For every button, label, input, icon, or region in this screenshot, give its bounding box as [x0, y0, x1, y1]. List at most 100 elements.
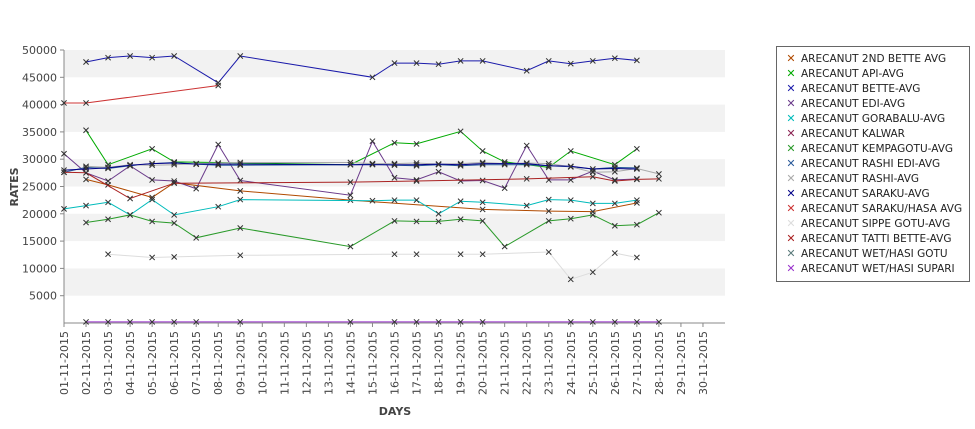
y-tick-label: 10000 — [22, 262, 57, 275]
data-point — [611, 222, 618, 229]
legend-marker-icon: ✕ — [786, 127, 796, 140]
line-chart: 5000 10000 15000 20000 25000 30000 35000 40000 4… — [8, 44, 725, 418]
series-10 — [61, 82, 222, 106]
data-point — [457, 318, 464, 325]
data-point — [545, 217, 552, 224]
data-point — [369, 161, 376, 168]
data-point — [633, 199, 640, 206]
data-point — [435, 161, 442, 168]
data-point — [435, 218, 442, 225]
x-tick-label: 25-11-2015 — [587, 331, 600, 395]
data-point — [61, 169, 67, 176]
x-tick-label: 14-11-2015 — [344, 331, 357, 395]
data-point — [413, 140, 420, 147]
data-point — [149, 160, 156, 167]
data-point — [83, 169, 89, 176]
x-tick-label: 15-11-2015 — [366, 331, 379, 395]
data-point — [501, 185, 508, 192]
series-line — [64, 85, 219, 104]
data-point — [193, 234, 200, 241]
legend-label: ARECANUT TATTI BETTE-AVG — [801, 232, 952, 245]
data-point — [457, 128, 464, 135]
data-point — [567, 318, 574, 325]
data-point — [611, 250, 618, 257]
legend-label: ARECANUT EDI-AVG — [801, 97, 906, 110]
data-point — [479, 199, 486, 206]
data-point — [83, 176, 89, 183]
legend-label: ARECANUT BETTE-AVG — [801, 82, 921, 95]
data-point — [369, 74, 376, 81]
x-axis-label: DAYS — [379, 405, 412, 418]
data-point — [61, 205, 67, 212]
data-point — [457, 216, 464, 223]
data-point — [633, 176, 640, 183]
data-point — [237, 187, 244, 194]
data-point — [237, 162, 244, 169]
series-line — [85, 178, 637, 213]
x-tick-label: 24-11-2015 — [565, 331, 578, 395]
legend-item: ✕ ARECANUT SARAKU/HASA AVG — [781, 201, 965, 216]
legend-label: ARECANUT SARAKU-AVG — [801, 187, 930, 200]
x-tick-label: 22-11-2015 — [521, 331, 534, 395]
x-tick-label: 10-11-2015 — [256, 331, 269, 395]
grid-band — [64, 213, 725, 242]
data-point — [391, 197, 398, 204]
y-tick-label: 45000 — [22, 71, 57, 84]
legend-item: ✕ ARECANUT API-AVG — [781, 66, 965, 81]
data-point — [105, 164, 112, 171]
series-line — [63, 198, 637, 216]
x-tick-label: 23-11-2015 — [543, 331, 556, 395]
data-point — [589, 168, 596, 175]
data-point — [633, 197, 640, 204]
legend-marker-icon: ✕ — [786, 202, 796, 215]
data-point — [391, 174, 398, 181]
data-point — [567, 148, 574, 154]
y-tick-label: 15000 — [22, 235, 57, 248]
x-tick-label: 08-11-2015 — [212, 331, 225, 395]
y-tick-label: 30000 — [22, 153, 57, 166]
data-point — [633, 57, 640, 64]
data-point — [567, 176, 574, 183]
data-point — [567, 215, 574, 222]
data-point — [149, 176, 156, 183]
data-point — [435, 168, 442, 175]
data-point — [479, 177, 486, 184]
data-point — [413, 251, 420, 258]
legend-marker-icon: ✕ — [786, 187, 796, 200]
data-point — [237, 225, 244, 231]
legend-label: ARECANUT API-AVG — [801, 67, 904, 80]
data-point — [589, 211, 596, 218]
x-tick-label: 12-11-2015 — [300, 331, 313, 395]
data-point — [215, 203, 222, 210]
legend-marker-icon: ✕ — [786, 157, 796, 170]
data-point — [523, 202, 530, 209]
data-point — [545, 57, 552, 64]
data-point — [655, 209, 662, 216]
legend-marker-icon: ✕ — [786, 142, 796, 155]
y-tick-label: 20000 — [22, 208, 57, 221]
data-point — [633, 254, 640, 261]
y-tick-label: 40000 — [22, 99, 57, 112]
data-point — [347, 179, 354, 186]
series-6 — [83, 209, 662, 250]
data-point — [215, 79, 222, 86]
legend-item: ✕ ARECANUT SARAKU-AVG — [781, 186, 965, 201]
legend-label: ARECANUT 2ND BETTE AVG — [801, 52, 947, 65]
legend-item: ✕ ARECANUT 2ND BETTE AVG — [781, 51, 965, 66]
y-tick-label: 50000 — [22, 44, 57, 57]
series-4 — [61, 196, 640, 218]
data-point — [149, 194, 156, 201]
data-point — [171, 220, 178, 227]
data-point — [347, 161, 354, 168]
data-point — [369, 138, 376, 145]
data-point — [149, 54, 156, 61]
data-point — [83, 318, 89, 325]
legend-item: ✕ ARECANUT TATTI BETTE-AVG — [781, 231, 965, 246]
data-point — [633, 318, 640, 325]
data-point — [457, 251, 464, 258]
legend-marker-icon: ✕ — [786, 217, 796, 230]
data-point — [479, 57, 486, 64]
legend-label: ARECANUT KEMPAGOTU-AVG — [801, 142, 954, 155]
data-point — [237, 318, 244, 325]
data-point — [105, 216, 112, 223]
